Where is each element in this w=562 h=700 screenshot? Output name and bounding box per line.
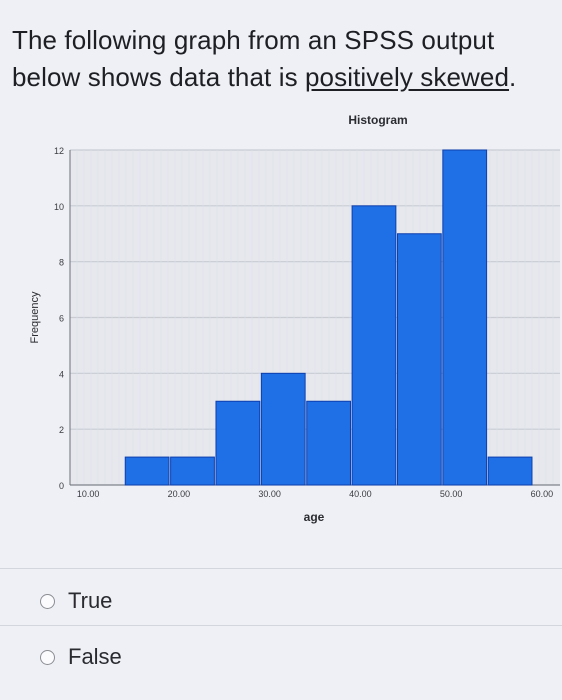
x-tick-label: 20.00 bbox=[168, 489, 191, 499]
radio-true[interactable] bbox=[40, 593, 55, 609]
histogram-bar bbox=[215, 400, 261, 486]
option-true[interactable]: True bbox=[40, 588, 112, 614]
y-tick-label: 4 bbox=[59, 369, 64, 379]
histogram-bar bbox=[170, 456, 215, 486]
radio-false[interactable] bbox=[40, 649, 55, 665]
histogram-bar bbox=[396, 233, 442, 486]
option-false[interactable]: False bbox=[40, 644, 122, 670]
histogram-svg: 0 2 4 6 8 10 12 10.00 20.00 30.00 40.00 50.00 60.00 H… bbox=[29, 113, 560, 524]
histogram-bar bbox=[487, 456, 533, 486]
x-tick-label: 50.00 bbox=[440, 489, 463, 499]
y-tick-label: 12 bbox=[54, 146, 64, 156]
option-false-label: False bbox=[68, 644, 122, 669]
question-underlined-phrase: positively skewed bbox=[305, 62, 510, 92]
y-tick-label: 8 bbox=[59, 258, 64, 268]
histogram-bar bbox=[351, 205, 397, 486]
y-tick-label: 0 bbox=[59, 481, 64, 491]
x-tick-label: 40.00 bbox=[349, 489, 372, 499]
x-tick-label: 60.00 bbox=[531, 489, 554, 499]
y-tick-label: 2 bbox=[59, 425, 64, 435]
x-axis-label: age bbox=[304, 510, 325, 524]
y-tick-label: 6 bbox=[59, 314, 64, 324]
histogram-bar bbox=[306, 400, 351, 486]
histogram-bar bbox=[442, 149, 488, 486]
histogram-chart: 0 2 4 6 8 10 12 10.00 20.00 30.00 40.00 50.00 60.00 H… bbox=[0, 105, 562, 545]
x-tick-label: 10.00 bbox=[77, 489, 100, 499]
y-axis-label: Frequency bbox=[29, 291, 41, 343]
option-true-label: True bbox=[68, 588, 113, 613]
question-text-end: . bbox=[509, 62, 517, 92]
options-divider-middle bbox=[0, 625, 562, 626]
histogram-bar bbox=[260, 372, 306, 486]
question-text-main: The following graph from an SPSS output … bbox=[12, 25, 495, 92]
question-text: The following graph from an SPSS output … bbox=[12, 22, 552, 96]
chart-title: Histogram bbox=[348, 113, 407, 127]
options-divider-top bbox=[0, 568, 562, 569]
histogram-bar bbox=[124, 456, 170, 486]
x-tick-label: 30.00 bbox=[258, 489, 281, 499]
y-tick-label: 10 bbox=[54, 202, 64, 212]
